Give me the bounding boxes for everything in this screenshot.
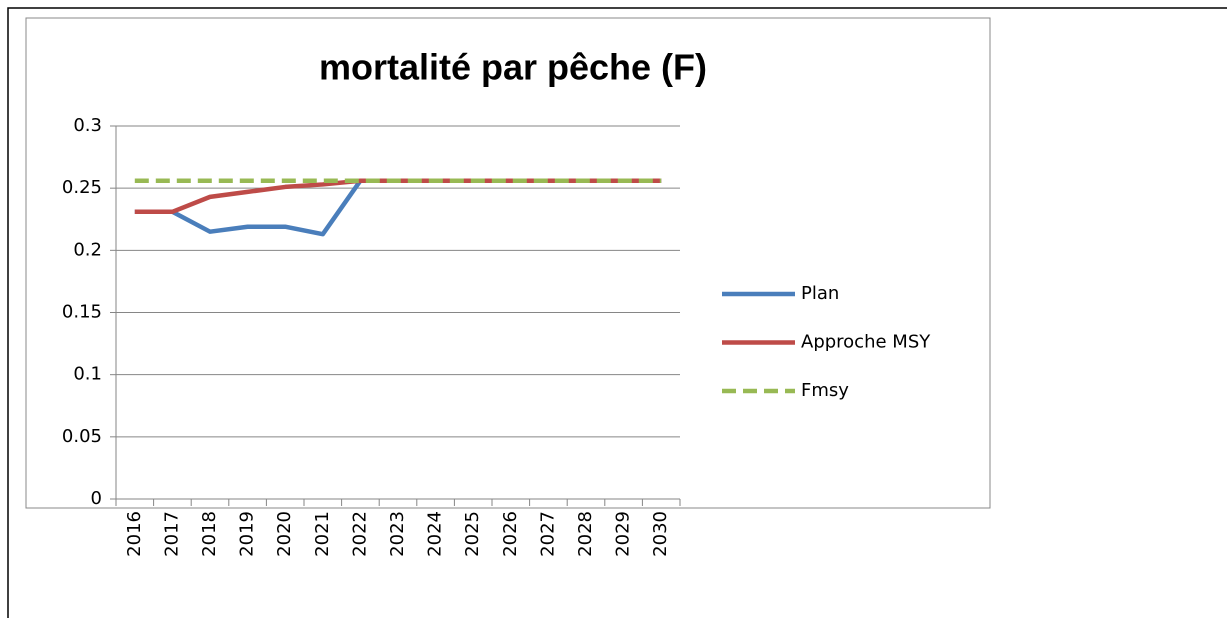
chart-area: [25, 17, 991, 509]
x-tick-label: 2022: [349, 511, 370, 557]
x-tick-label: 2026: [500, 511, 521, 557]
x-tick-label: 2025: [462, 511, 483, 557]
chart-title: mortalité par pêche (F): [319, 47, 707, 88]
y-tick-label: 0.1: [73, 364, 102, 385]
x-tick-label: 2029: [613, 511, 634, 557]
x-tick-label: 2030: [650, 511, 671, 557]
y-tick-label: 0.25: [62, 177, 102, 198]
legend-label: Fmsy: [801, 380, 849, 401]
y-tick-label: 0.05: [62, 426, 102, 447]
y-tick-label: 0: [91, 488, 102, 509]
x-tick-label: 2028: [575, 511, 596, 557]
page-frame: [7, 7, 1227, 618]
x-tick-label: 2019: [237, 511, 258, 557]
x-tick-label: 2023: [387, 511, 408, 557]
x-tick-label: 2017: [161, 511, 182, 557]
legend-label: Approche MSY: [801, 332, 931, 353]
x-tick-label: 2018: [199, 511, 220, 557]
y-tick-label: 0.2: [73, 239, 102, 260]
x-tick-label: 2024: [425, 511, 446, 557]
legend-label: Plan: [801, 283, 839, 304]
x-tick-label: 2016: [124, 511, 145, 557]
x-tick-label: 2027: [537, 511, 558, 557]
y-tick-label: 0.3: [73, 115, 102, 136]
y-tick-label: 0.15: [62, 302, 102, 323]
x-tick-label: 2020: [274, 511, 295, 557]
x-tick-label: 2021: [312, 511, 333, 557]
